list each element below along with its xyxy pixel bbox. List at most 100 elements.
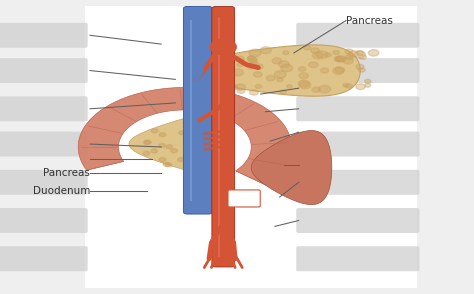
FancyBboxPatch shape — [296, 208, 419, 233]
Circle shape — [345, 55, 353, 59]
Circle shape — [281, 64, 292, 72]
Circle shape — [345, 49, 353, 54]
Circle shape — [260, 47, 272, 54]
Circle shape — [277, 78, 283, 82]
Circle shape — [365, 83, 371, 87]
Circle shape — [286, 85, 292, 88]
Circle shape — [188, 149, 194, 153]
Text: Duodenum: Duodenum — [33, 186, 91, 196]
Circle shape — [274, 71, 286, 78]
Circle shape — [356, 64, 364, 69]
Circle shape — [171, 149, 177, 153]
Circle shape — [248, 56, 255, 60]
Circle shape — [354, 51, 365, 58]
Circle shape — [143, 151, 150, 155]
Circle shape — [249, 49, 261, 57]
Circle shape — [232, 69, 244, 76]
Circle shape — [145, 140, 151, 144]
Circle shape — [299, 73, 309, 79]
Circle shape — [316, 51, 328, 59]
Circle shape — [311, 48, 319, 53]
Circle shape — [210, 39, 237, 55]
Circle shape — [151, 149, 157, 153]
Circle shape — [219, 130, 225, 134]
Text: Pancreas: Pancreas — [43, 168, 90, 178]
Circle shape — [255, 84, 262, 88]
Circle shape — [249, 90, 258, 95]
FancyBboxPatch shape — [228, 190, 260, 207]
Circle shape — [365, 79, 371, 83]
Circle shape — [336, 56, 346, 62]
Polygon shape — [185, 45, 360, 96]
Circle shape — [215, 44, 222, 48]
Polygon shape — [129, 116, 231, 173]
FancyBboxPatch shape — [183, 6, 212, 214]
Circle shape — [255, 64, 263, 69]
Circle shape — [209, 165, 215, 169]
Circle shape — [183, 165, 190, 169]
Circle shape — [225, 66, 231, 70]
Circle shape — [303, 46, 310, 50]
Circle shape — [266, 75, 275, 81]
FancyBboxPatch shape — [212, 6, 235, 267]
Circle shape — [312, 52, 323, 59]
Circle shape — [319, 85, 331, 93]
Circle shape — [279, 61, 289, 68]
Circle shape — [247, 56, 256, 62]
Circle shape — [215, 56, 222, 61]
Circle shape — [236, 84, 246, 90]
Circle shape — [219, 85, 229, 91]
Circle shape — [312, 87, 320, 92]
Circle shape — [343, 83, 348, 87]
FancyBboxPatch shape — [296, 246, 419, 271]
Circle shape — [212, 52, 220, 57]
Circle shape — [197, 150, 204, 154]
Circle shape — [194, 127, 201, 131]
Circle shape — [236, 56, 244, 61]
Circle shape — [356, 51, 364, 55]
Circle shape — [221, 140, 228, 144]
Circle shape — [211, 53, 219, 59]
FancyBboxPatch shape — [0, 246, 88, 271]
Circle shape — [210, 130, 216, 134]
Circle shape — [159, 158, 166, 162]
Circle shape — [178, 158, 184, 162]
Circle shape — [248, 64, 255, 69]
Circle shape — [283, 51, 289, 55]
Circle shape — [358, 68, 365, 72]
Circle shape — [193, 165, 200, 169]
Circle shape — [209, 84, 221, 91]
Circle shape — [211, 125, 218, 129]
FancyBboxPatch shape — [0, 170, 88, 195]
FancyBboxPatch shape — [296, 96, 419, 121]
Polygon shape — [251, 131, 332, 205]
FancyBboxPatch shape — [296, 170, 419, 195]
Circle shape — [214, 127, 220, 131]
FancyBboxPatch shape — [0, 23, 88, 48]
Circle shape — [335, 67, 345, 73]
Circle shape — [333, 51, 339, 54]
FancyBboxPatch shape — [296, 58, 419, 83]
Circle shape — [249, 58, 257, 63]
Circle shape — [368, 50, 379, 56]
Circle shape — [151, 129, 158, 133]
Circle shape — [237, 89, 245, 93]
Circle shape — [356, 84, 365, 90]
Circle shape — [144, 141, 150, 145]
Bar — [85, 6, 417, 288]
Circle shape — [299, 81, 311, 89]
Circle shape — [251, 61, 258, 66]
Text: Pancreas: Pancreas — [346, 16, 393, 26]
Circle shape — [325, 53, 331, 57]
Circle shape — [229, 84, 237, 90]
Circle shape — [159, 143, 165, 148]
FancyBboxPatch shape — [0, 96, 88, 121]
FancyBboxPatch shape — [0, 132, 88, 156]
Circle shape — [359, 55, 366, 59]
Circle shape — [166, 145, 173, 149]
Circle shape — [159, 133, 166, 137]
Circle shape — [280, 90, 286, 94]
Circle shape — [272, 58, 282, 64]
Circle shape — [216, 64, 226, 71]
Circle shape — [298, 80, 309, 87]
